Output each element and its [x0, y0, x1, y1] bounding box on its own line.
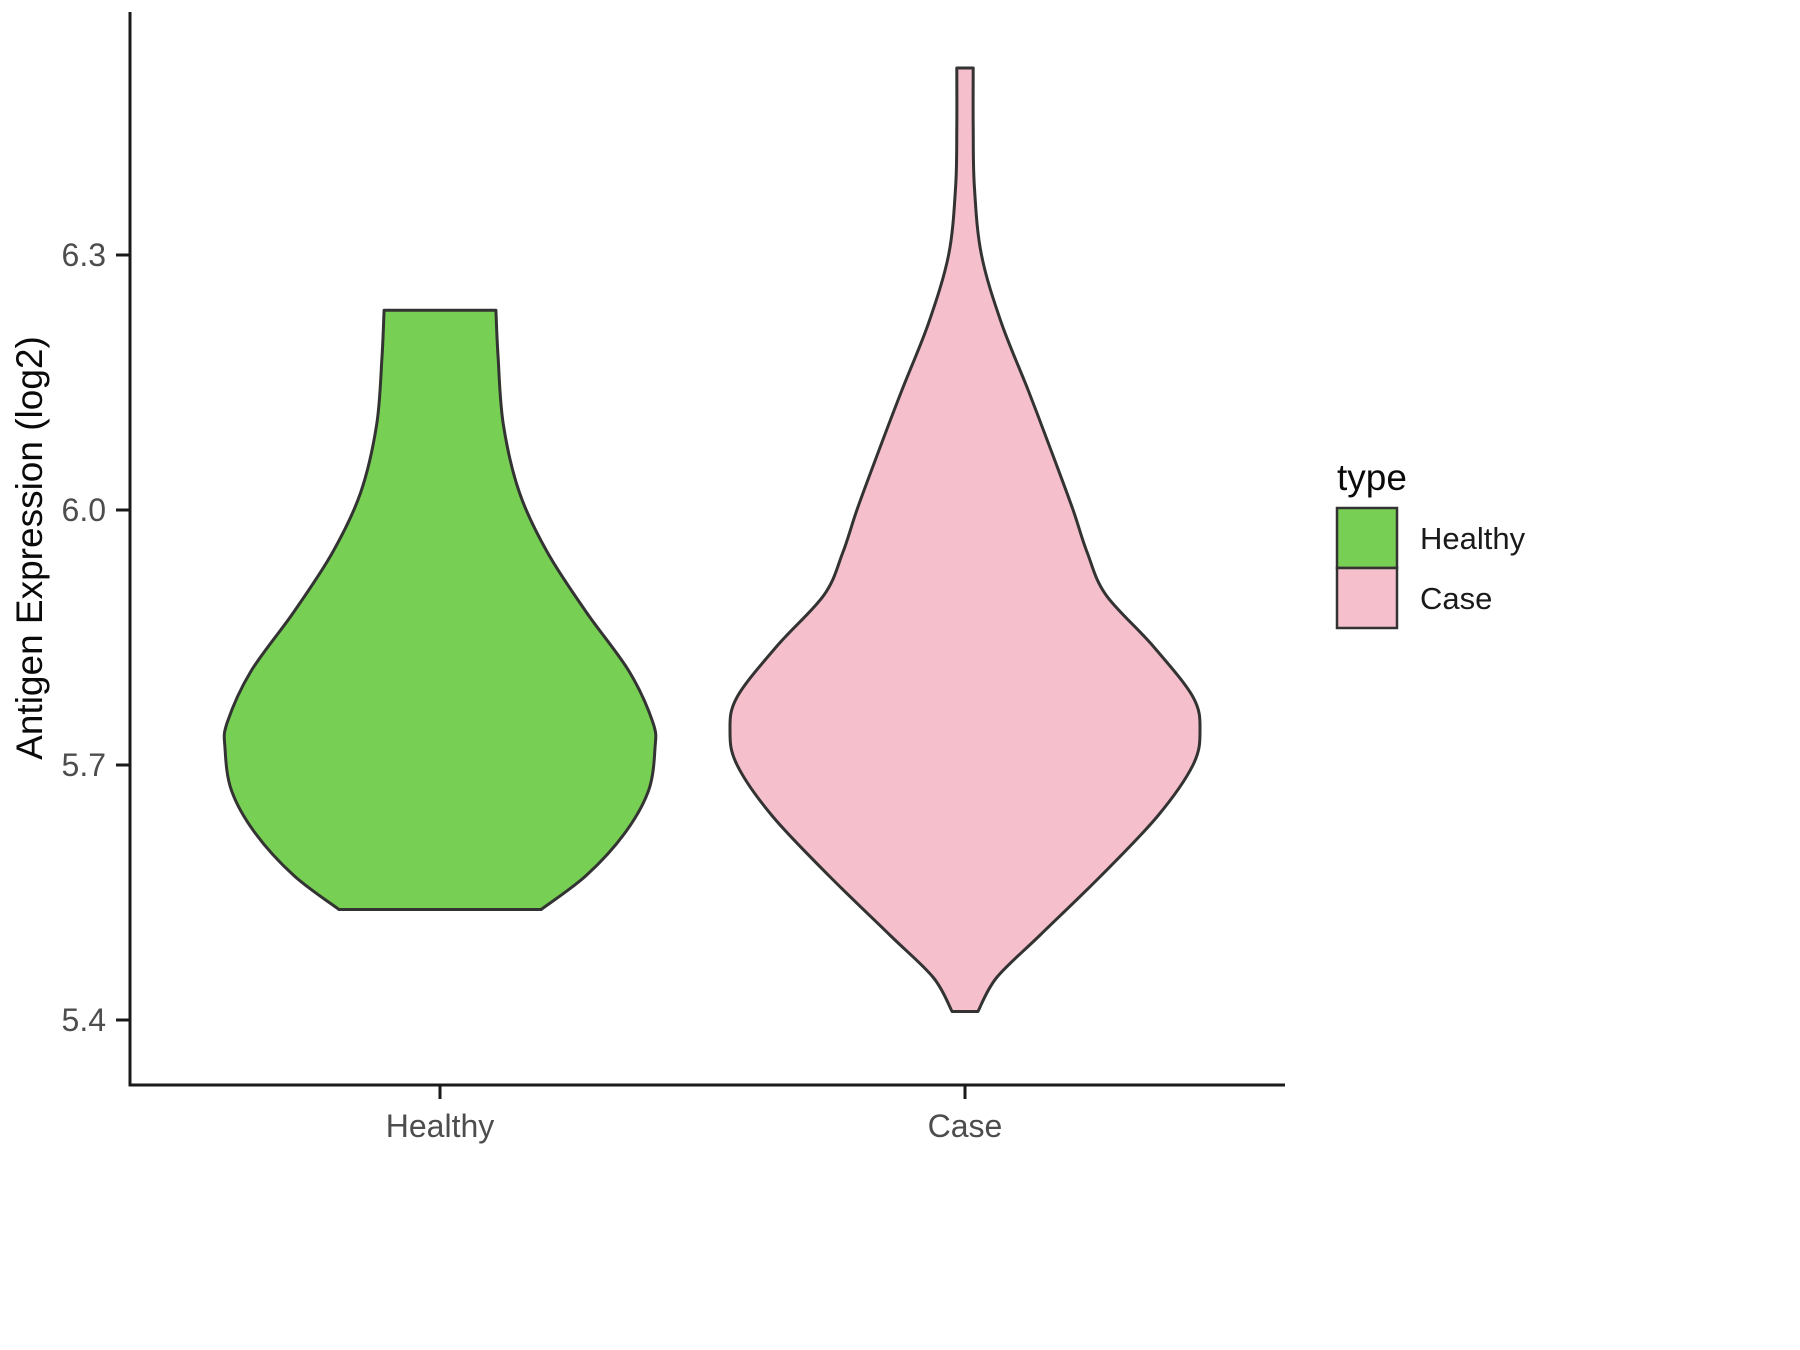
violin-case	[728, 66, 1202, 1013]
x-tick-label-healthy: Healthy	[386, 1108, 495, 1144]
axes-group: 5.4 5.7 6.0 6.3	[62, 12, 1285, 1099]
legend-key-case	[1335, 566, 1399, 630]
y-tick-label: 5.7	[62, 747, 106, 783]
y-tick-label: 6.0	[62, 492, 106, 528]
legend-label-healthy: Healthy	[1420, 521, 1526, 556]
legend-label-case: Case	[1420, 581, 1492, 616]
y-tick-label: 5.4	[62, 1002, 106, 1038]
legend-title: type	[1337, 457, 1407, 498]
legend-keys-group	[1335, 506, 1399, 630]
violin-healthy	[222, 308, 658, 911]
y-axis-title: Antigen Expression (log2)	[9, 336, 50, 760]
violins-group	[222, 66, 1202, 1013]
x-tick-label-case: Case	[928, 1108, 1003, 1144]
y-tick-label: 6.3	[62, 237, 106, 273]
legend-key-healthy	[1335, 506, 1399, 570]
